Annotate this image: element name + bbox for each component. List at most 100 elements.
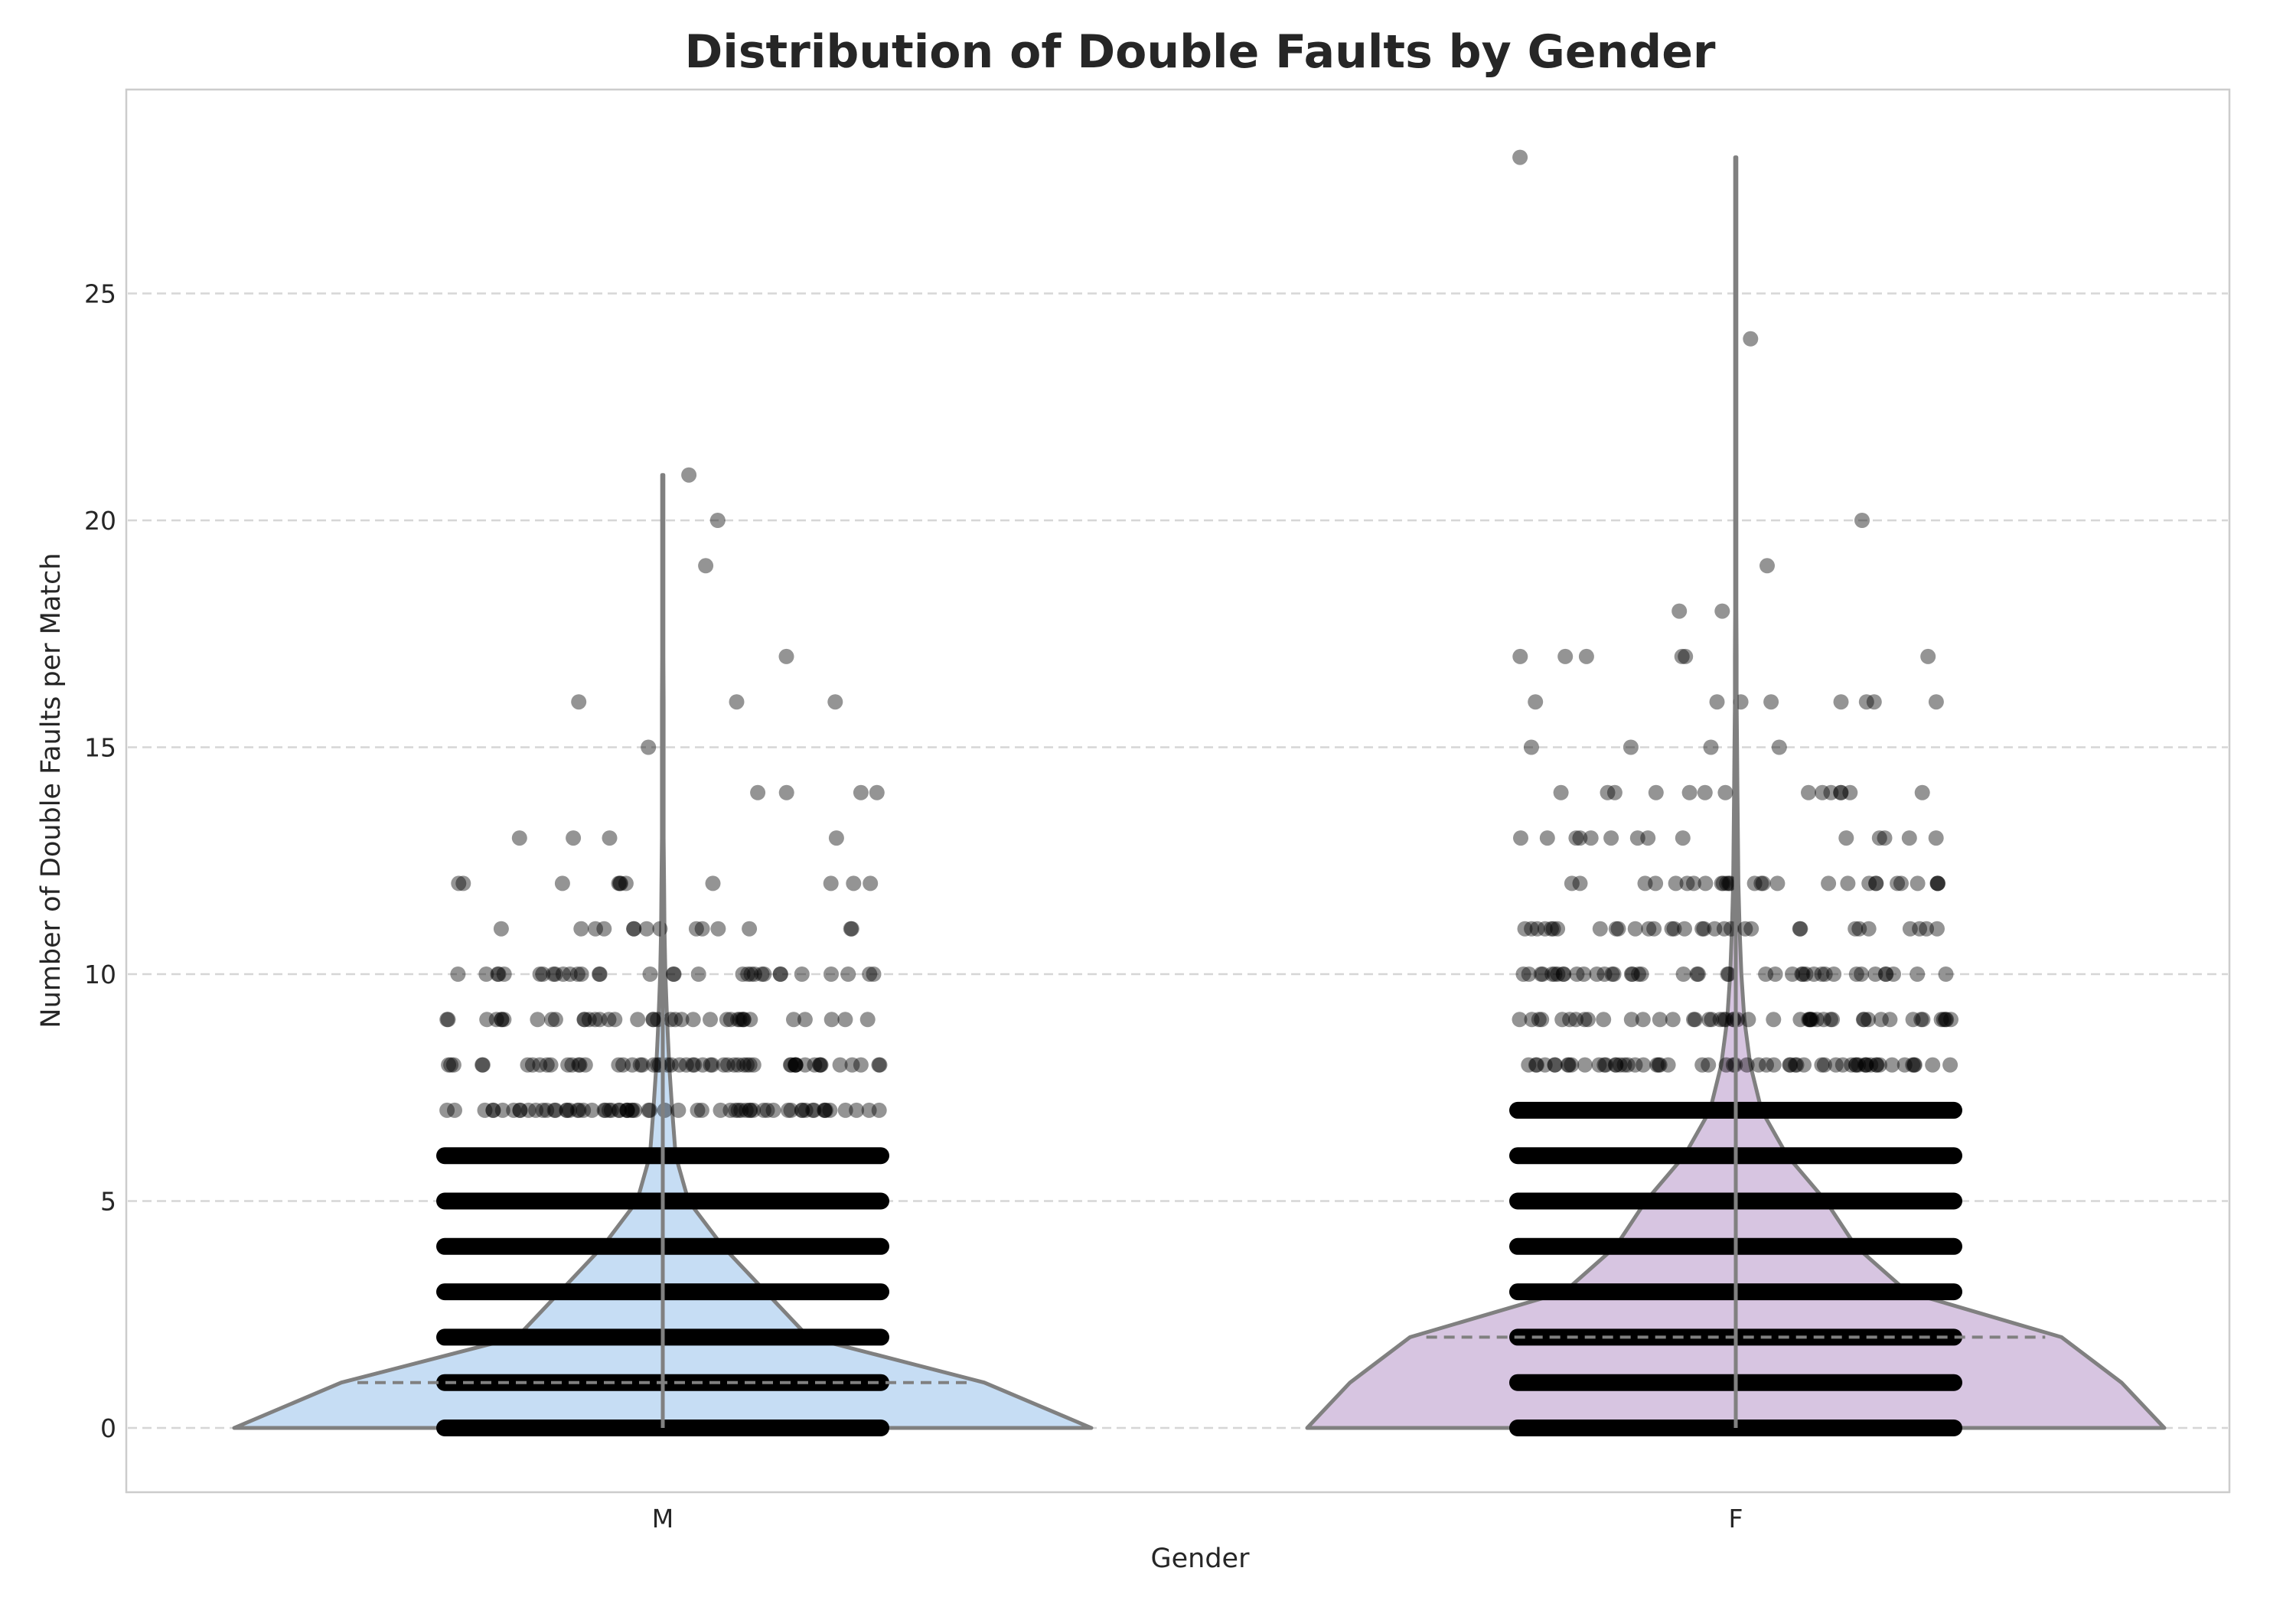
data-point-F [1825,1012,1841,1028]
data-point-M [560,1057,576,1073]
data-point-F [1868,1057,1884,1073]
data-point-F [1623,739,1639,755]
data-point-F [1823,1012,1838,1028]
data-point-M [573,921,589,937]
data-point-M [743,966,759,982]
data-point-F [1743,921,1760,937]
data-point-M [592,966,607,982]
data-point-F [1758,966,1774,982]
data-point-F [1737,921,1753,937]
data-point-M [754,966,770,982]
data-point-F [1910,966,1926,982]
data-point-M [576,1012,592,1028]
data-point-F [1678,648,1694,664]
data-point-F [1529,921,1545,937]
data-point-F [1608,921,1624,937]
data-point-M [797,1057,813,1073]
data-point-M [657,1102,673,1118]
data-point-M [733,1102,749,1118]
data-point-F [1833,694,1849,710]
data-point-M [532,1057,548,1073]
data-point-M [571,694,587,710]
data-point-M [703,1012,718,1028]
data-point-M [698,558,714,574]
data-point-M [690,966,706,982]
data-point-F [1714,875,1730,892]
data-point-F [1701,1012,1717,1028]
data-point-M [546,1102,563,1118]
data-point-F [1760,558,1775,574]
data-point-F [1720,966,1737,982]
data-point-F [1939,1012,1955,1028]
data-point-F [1833,784,1849,800]
data-point-M [755,1102,771,1118]
data-point-F [1560,1057,1576,1073]
data-point-F [1537,1057,1553,1073]
data-point-M [667,1012,683,1028]
data-point-M [611,875,627,892]
data-point-M [710,921,726,937]
data-point-F [1863,1057,1879,1073]
data-point-M [666,966,682,982]
data-point-F [1755,875,1771,892]
data-point-M [853,1057,869,1073]
data-point-M [756,966,772,982]
data-point-M [807,1057,823,1073]
data-point-M [562,966,578,982]
data-point-F [1686,875,1701,892]
data-point-M [638,921,654,937]
data-point-F [1877,966,1893,982]
data-point-M [611,1102,627,1118]
data-point-F [1664,921,1680,937]
data-point-M [443,1057,459,1073]
data-point-M [742,1102,758,1118]
data-point-M [817,1102,833,1118]
data-point-F [1528,694,1544,710]
data-point-F [1794,966,1810,982]
data-point-F [1568,830,1584,846]
data-point-F [1828,1057,1844,1073]
data-point-M [624,1102,640,1118]
data-point-F [1785,966,1800,982]
data-point-F [1690,966,1706,982]
data-point-M [872,1057,888,1073]
data-point-M [823,966,839,982]
data-point-F [1651,1057,1667,1073]
data-point-M [703,1057,719,1073]
data-point-F [1627,921,1643,937]
data-point-F [1557,648,1574,664]
data-point-F [1766,1057,1782,1073]
data-point-F [1556,966,1572,982]
x-axis-label: Gender [1151,1543,1251,1574]
data-point-M [584,1102,600,1118]
data-point-M [530,1012,546,1028]
data-point-M [475,1057,491,1073]
data-point-M [726,1057,742,1073]
data-point-F [1694,1057,1711,1073]
data-point-M [488,1012,504,1028]
data-point-M [630,1012,646,1028]
data-point-M [571,1057,587,1073]
data-point-F [1890,875,1906,892]
data-point-F [1766,1012,1782,1028]
data-point-F [1858,694,1874,710]
data-point-M [786,1012,801,1028]
data-point-M [681,467,697,483]
data-point-M [794,966,810,982]
data-point-M [506,1102,522,1118]
violin-inner-lines [357,157,2046,1428]
data-point-F [1677,921,1692,937]
data-point-F [1867,966,1883,982]
data-point-M [869,784,885,800]
data-point-F [1884,1057,1900,1073]
data-point-F [1802,1012,1818,1028]
data-point-M [827,694,843,710]
data-point-M [663,1012,679,1028]
data-point-M [596,921,612,937]
data-point-F [1855,1012,1871,1028]
data-point-F [1782,1057,1798,1073]
data-point-F [1596,1012,1612,1028]
data-point-F [1577,1012,1593,1028]
data-point-M [592,966,608,982]
data-point-F [1640,830,1656,846]
